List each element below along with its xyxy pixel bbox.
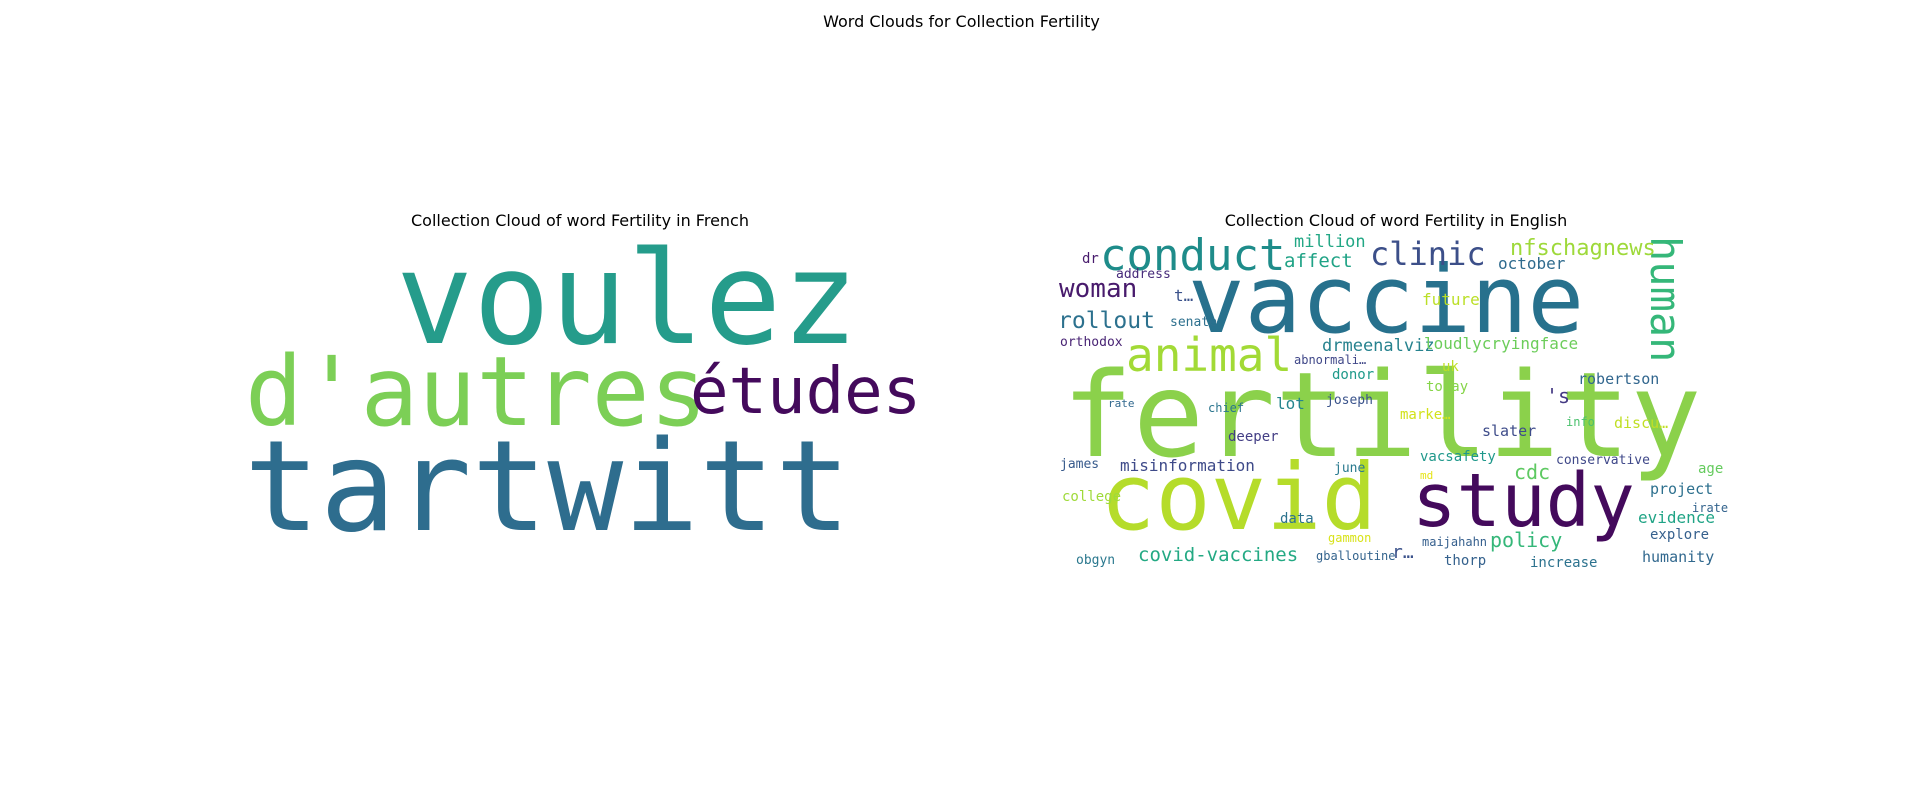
cloud-word: nfschagnews — [1510, 236, 1656, 261]
cloud-word: abnormali… — [1294, 353, 1367, 367]
cloud-word: misinformation — [1120, 456, 1255, 475]
cloud-word: drmeenalviz — [1322, 336, 1435, 356]
cloud-word: dr — [1082, 251, 1099, 267]
cloud-word: discu… — [1614, 414, 1669, 432]
cloud-word: études — [690, 355, 922, 429]
cloud-word: animal — [1126, 328, 1293, 382]
cloud-word: info — [1566, 415, 1595, 429]
cloud-word: conduct — [1100, 232, 1286, 281]
cloud-word: woman — [1059, 274, 1138, 304]
cloud-word: uk — [1442, 359, 1459, 375]
cloud-word: million — [1294, 232, 1366, 252]
cloud-word: deeper — [1228, 429, 1279, 445]
cloud-word: covid — [1100, 444, 1377, 551]
cloud-word: humanity — [1642, 548, 1715, 566]
cloud-word: voulez — [396, 232, 859, 374]
cloud-word: tartwitt — [244, 413, 851, 560]
cloud-word: june — [1334, 461, 1366, 476]
cloud-word: md — [1420, 469, 1434, 482]
panel-title-english: Collection Cloud of word Fertility in En… — [1224, 211, 1568, 230]
cloud-word: 's — [1546, 384, 1571, 408]
cloud-word: r… — [1392, 542, 1414, 563]
cloud-word: senate — [1170, 315, 1217, 330]
cloud-word: joseph — [1326, 393, 1373, 408]
panel-title-french: Collection Cloud of word Fertility in Fr… — [411, 211, 749, 230]
cloud-word: donor — [1332, 367, 1375, 383]
cloud-word: fertility — [1062, 346, 1702, 484]
cloud-word: robertson — [1578, 370, 1660, 388]
cloud-word: obgyn — [1076, 553, 1116, 568]
cloud-word: future — [1422, 290, 1480, 309]
cloud-word: orthodox — [1060, 335, 1123, 350]
cloud-word: october — [1498, 254, 1566, 273]
figure-title: Word Clouds for Collection Fertility — [823, 12, 1100, 31]
cloud-word: evidence — [1638, 508, 1716, 527]
cloud-word: lot — [1276, 394, 1305, 413]
word-cloud-english: vaccine fertility covid study conduct cl… — [1058, 232, 1734, 572]
cloud-word: slater — [1482, 422, 1537, 440]
cloud-word: covid-vaccines — [1138, 544, 1299, 566]
cloud-word: age — [1698, 461, 1724, 477]
cloud-word: gballoutine — [1316, 549, 1396, 563]
cloud-word: policy — [1490, 528, 1563, 552]
cloud-word: vaccine — [1188, 246, 1585, 355]
cloud-word: maijahahn — [1422, 535, 1488, 549]
cloud-word: loudlycryingface — [1424, 334, 1579, 353]
cloud-word: project — [1650, 480, 1714, 498]
cloud-word: gammon — [1328, 531, 1372, 545]
cloud-word: thorp — [1444, 553, 1487, 569]
cloud-word: explore — [1650, 527, 1710, 543]
cloud-word: cdc — [1514, 460, 1551, 484]
cloud-word: james — [1060, 457, 1100, 472]
cloud-word: today — [1426, 379, 1469, 395]
cloud-word: address — [1116, 267, 1171, 282]
cloud-word: t… — [1174, 286, 1194, 305]
cloud-word: study — [1412, 458, 1635, 544]
cloud-word: rate — [1108, 397, 1135, 410]
cloud-word: vacsafety — [1420, 449, 1496, 465]
cloud-word: marke… — [1400, 407, 1451, 423]
cloud-word: conservative — [1556, 453, 1650, 468]
cloud-word: increase — [1530, 555, 1598, 571]
cloud-word: irate — [1692, 501, 1729, 515]
cloud-word: d'autres — [245, 336, 708, 448]
cloud-word: chief — [1208, 401, 1245, 415]
cloud-word: rollout — [1058, 308, 1155, 334]
cloud-word: affect — [1284, 250, 1353, 272]
cloud-word: college — [1062, 489, 1122, 505]
cloud-word: clinic — [1370, 235, 1486, 273]
word-cloud-french: voulez d'autres études tartwitt — [240, 232, 924, 572]
cloud-word: data — [1280, 511, 1314, 527]
